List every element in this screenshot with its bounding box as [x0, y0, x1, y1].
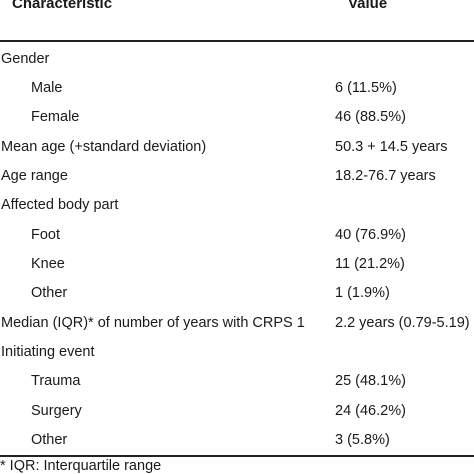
row-value: 40 (76.9%) [335, 226, 406, 243]
row-value: 25 (48.1%) [335, 372, 406, 389]
row-label: Mean age (+standard deviation) [1, 138, 207, 155]
column-header-characteristic: Characteristic [12, 0, 113, 12]
row-label: Foot [31, 226, 61, 243]
row-label: Knee [31, 255, 65, 272]
row-value: 24 (46.2%) [335, 402, 406, 419]
row-label: Male [31, 79, 63, 96]
row-value: 11 (21.2%) [335, 255, 405, 272]
row-label: Trauma [31, 372, 81, 389]
row-label: Age range [1, 167, 68, 184]
table-row-age-range: Age range 18.2-76.7 years [0, 161, 474, 190]
row-label: Other [31, 284, 68, 301]
row-label: Initiating event [1, 343, 95, 360]
table-row-knee: Knee 11 (21.2%) [0, 249, 474, 278]
table-row-gender: Gender [0, 44, 474, 73]
table-row-median-years: Median (IQR)* of number of years with CR… [0, 308, 474, 337]
row-value: 3 (5.8%) [335, 431, 390, 448]
column-header-value: Value [348, 0, 388, 12]
table-row-event-other: Other 3 (5.8%) [0, 425, 474, 454]
table-header: Characteristic Value [0, 0, 474, 22]
row-label: Other [31, 431, 68, 448]
row-value: 2.2 years (0.79-5.19) [335, 314, 470, 331]
table-row-trauma: Trauma 25 (48.1%) [0, 366, 474, 395]
row-label: Female [31, 108, 80, 125]
row-label: Gender [1, 50, 50, 67]
row-label: Median (IQR)* of number of years with CR… [1, 314, 305, 331]
table-row-male: Male 6 (11.5%) [0, 73, 474, 102]
table-row-body-other: Other 1 (1.9%) [0, 278, 474, 307]
table-row-surgery: Surgery 24 (46.2%) [0, 396, 474, 425]
header-rule [0, 40, 474, 42]
row-value: 1 (1.9%) [335, 284, 390, 301]
row-label: Surgery [31, 402, 82, 419]
table-row-female: Female 46 (88.5%) [0, 102, 474, 131]
table-row-foot: Foot 40 (76.9%) [0, 220, 474, 249]
row-value: 46 (88.5%) [335, 108, 406, 125]
row-value: 6 (11.5%) [335, 79, 397, 96]
row-value: 50.3 + 14.5 years [335, 138, 448, 155]
bottom-rule [0, 455, 474, 457]
table-row-affected-body-part: Affected body part [0, 190, 474, 219]
row-label: Affected body part [1, 196, 119, 213]
table-row-mean-age: Mean age (+standard deviation) 50.3 + 14… [0, 132, 474, 161]
table-footnote: * IQR: Interquartile range [0, 458, 162, 474]
row-value: 18.2-76.7 years [335, 167, 436, 184]
table-row-initiating-event: Initiating event [0, 337, 474, 366]
